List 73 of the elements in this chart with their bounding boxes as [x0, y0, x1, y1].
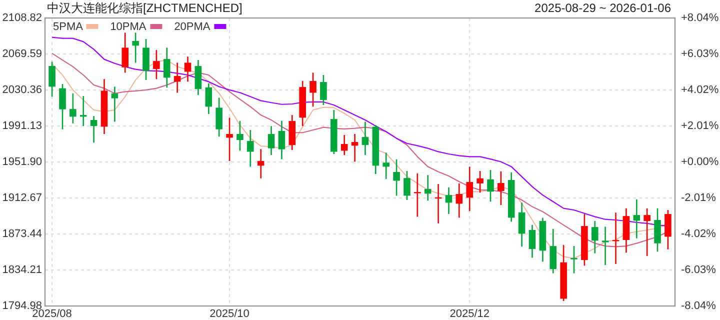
candlestick [205, 82, 212, 115]
candlestick [456, 182, 463, 218]
y-tick-label: 2030.36 [2, 84, 42, 96]
candlestick [644, 208, 650, 257]
chart-title: 中汉大连能化综指[ZHCTMENCHED] [47, 1, 242, 15]
candlestick [518, 202, 526, 248]
candlestick [591, 220, 598, 254]
x-tick-label: 2025/08 [32, 308, 72, 320]
candlestick [142, 38, 150, 81]
x-tick-label: 2025/12 [450, 308, 490, 320]
candlestick [278, 120, 286, 160]
legend-label: 20PMA [174, 20, 211, 33]
candlestick [393, 158, 400, 196]
candlestick [80, 95, 87, 127]
candlestick [48, 61, 56, 98]
y2-tick-label: +6.03% [681, 48, 719, 60]
candlestick [246, 129, 254, 168]
candlestick [404, 170, 410, 201]
legend-label: 5PMA [53, 20, 84, 33]
candlestick [153, 49, 160, 80]
y-tick-label: 1834.21 [2, 264, 42, 276]
y2-tick-label: -4.02% [681, 228, 716, 240]
candlestick [257, 148, 264, 179]
candlestick [111, 86, 118, 122]
candlestick [498, 170, 504, 206]
y-tick-label: 1873.44 [2, 228, 42, 240]
candlestick [184, 56, 192, 82]
y2-tick-label: -2.01% [681, 192, 716, 204]
candlestick [362, 121, 369, 156]
candlestick [550, 228, 557, 274]
candlestick [602, 226, 609, 266]
candlestick [216, 97, 222, 138]
y-tick-label: 2108.82 [2, 12, 42, 24]
candlestick [664, 209, 672, 250]
candlestick [194, 59, 202, 96]
x-tick-label: 2025/10 [210, 308, 250, 320]
candlestick [268, 125, 275, 156]
candlestick [132, 32, 139, 64]
y-tick-label: 1991.13 [2, 120, 42, 132]
candlestick [122, 32, 129, 74]
candlestick [310, 72, 316, 108]
chart-subtitle: 2025-08-29 ~ 2026-01-06 [534, 1, 672, 15]
candlestick [90, 115, 98, 144]
legend-label: 10PMA [110, 20, 147, 33]
candlestick [174, 62, 181, 94]
candlestick [622, 208, 630, 254]
y2-tick-label: +0.00% [681, 156, 719, 168]
candlestick [320, 74, 327, 106]
candlestick [487, 169, 494, 202]
candlestick [633, 198, 640, 239]
candlestick [476, 170, 484, 194]
y2-tick-label: -6.03% [681, 264, 716, 276]
candlestick [70, 92, 76, 124]
y-tick-label: 1951.90 [2, 156, 42, 168]
candlestick [382, 152, 390, 180]
y-tick-label: 2069.59 [2, 48, 42, 60]
candlestick [445, 186, 452, 215]
candlestick [236, 120, 244, 152]
y2-tick-label: +2.01% [681, 120, 719, 132]
candlestick [340, 134, 348, 156]
candlestick [528, 224, 536, 258]
y-tick-label: 1912.67 [2, 192, 42, 204]
candlestick [654, 208, 661, 252]
candlestick [163, 47, 170, 88]
candlestick [466, 166, 474, 212]
y2-tick-label: +4.02% [681, 84, 719, 96]
candlestick [570, 245, 578, 274]
candlestick [226, 117, 233, 162]
candlestick [59, 83, 66, 130]
candlestick [351, 133, 358, 162]
candlestick [424, 174, 432, 202]
y2-tick-label: -8.04% [681, 300, 716, 312]
y2-tick-label: +8.04% [681, 12, 719, 24]
